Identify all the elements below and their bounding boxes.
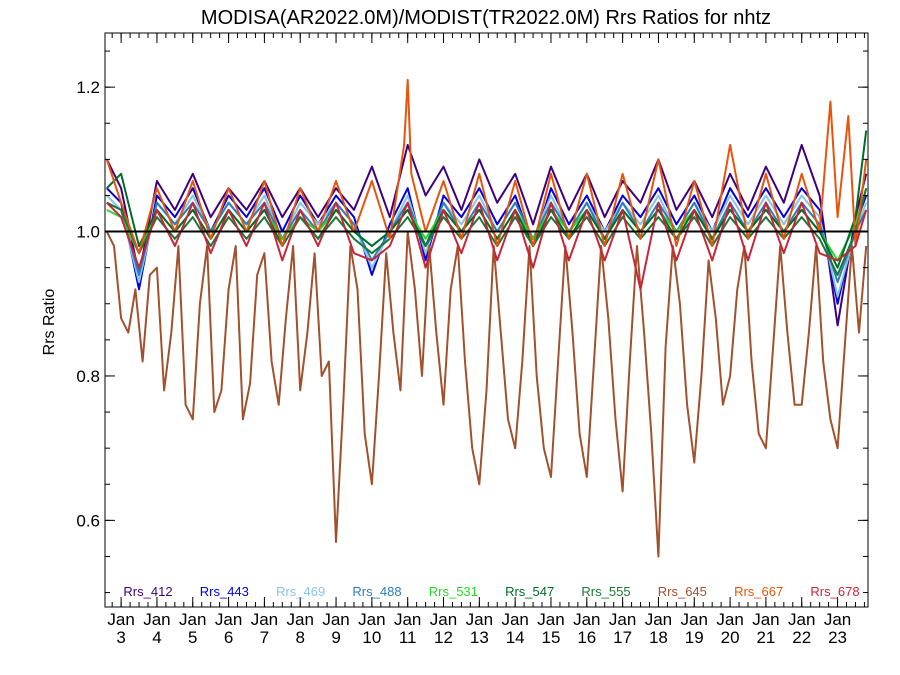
legend-entry-rrs-412: Rrs_412 [123,584,172,599]
x-tick-label-month: Jan [358,610,385,629]
x-tick-label-day: 3 [116,628,125,647]
legend-entry-rrs-645: Rrs_645 [658,584,707,599]
x-tick-label-month: Jan [573,610,600,629]
legend-entry-rrs-488: Rrs_488 [352,584,401,599]
x-tick-label-month: Jan [609,610,636,629]
x-tick-label-day: 16 [577,628,596,647]
x-tick-label-day: 19 [685,628,704,647]
chart-title: MODISA(AR2022.0M)/MODIST(TR2022.0M) Rrs … [201,7,771,29]
legend-entry-rrs-531: Rrs_531 [429,584,478,599]
x-tick-label-day: 15 [542,628,561,647]
x-tick-label-day: 17 [613,628,632,647]
x-tick-label-day: 7 [260,628,269,647]
x-tick-label-month: Jan [716,610,743,629]
plot-frame [104,32,869,608]
y-tick-label: 1.0 [76,223,100,242]
x-tick-label-day: 4 [152,628,161,647]
y-axis-label: Rrs Ratio [41,289,58,356]
x-tick-label-day: 8 [295,628,304,647]
x-tick-label-month: Jan [287,610,314,629]
x-tick-label-day: 11 [399,628,417,647]
plot-area: 0.60.81.01.2Jan3Jan4Jan5Jan6Jan7Jan8Jan9… [76,32,869,647]
x-tick-label-month: Jan [251,610,278,629]
x-tick-label-month: Jan [394,610,421,629]
x-tick-label-month: Jan [681,610,708,629]
x-tick-label-month: Jan [215,610,242,629]
x-tick-label-month: Jan [107,610,134,629]
y-tick-label: 0.8 [76,367,100,386]
x-tick-label-day: 13 [470,628,489,647]
x-tick-label-month: Jan [501,610,528,629]
legend-entry-rrs-547: Rrs_547 [505,584,554,599]
series-line-rrs-488 [106,201,868,284]
x-tick-label-day: 18 [649,628,668,647]
x-tick-label-day: 10 [362,628,381,647]
legend-entry-rrs-555: Rrs_555 [581,584,630,599]
x-tick-label-month: Jan [179,610,206,629]
x-tick-label-month: Jan [143,610,170,629]
x-tick-label-month: Jan [537,610,564,629]
series-line-rrs-645 [105,230,868,558]
x-tick-label-month: Jan [788,610,815,629]
x-tick-label-day: 6 [224,628,233,647]
x-tick-label-day: 5 [188,628,197,647]
x-tick-label-day: 12 [434,628,453,647]
x-tick-label-day: 9 [331,628,340,647]
x-tick-label-month: Jan [430,610,457,629]
x-tick-label-month: Jan [466,610,493,629]
x-tick-label-day: 20 [721,628,740,647]
x-tick-label-day: 21 [756,628,775,647]
x-tick-label-month: Jan [645,610,672,629]
x-tick-label-day: 14 [506,628,525,647]
x-tick-label-month: Jan [752,610,779,629]
x-tick-label-day: 23 [828,628,847,647]
y-tick-label: 0.6 [76,511,100,530]
y-tick-label: 1.2 [76,78,100,97]
legend-entry-rrs-667: Rrs_667 [734,584,783,599]
x-tick-label-day: 22 [792,628,811,647]
series-line-rrs-667 [105,78,868,255]
x-tick-label-month: Jan [824,610,851,629]
legend-entry-rrs-469: Rrs_469 [276,584,325,599]
legend-entry-rrs-678: Rrs_678 [810,584,859,599]
x-tick-label-month: Jan [322,610,349,629]
legend-entry-rrs-443: Rrs_443 [200,584,249,599]
series-line-rrs-412 [105,143,868,327]
